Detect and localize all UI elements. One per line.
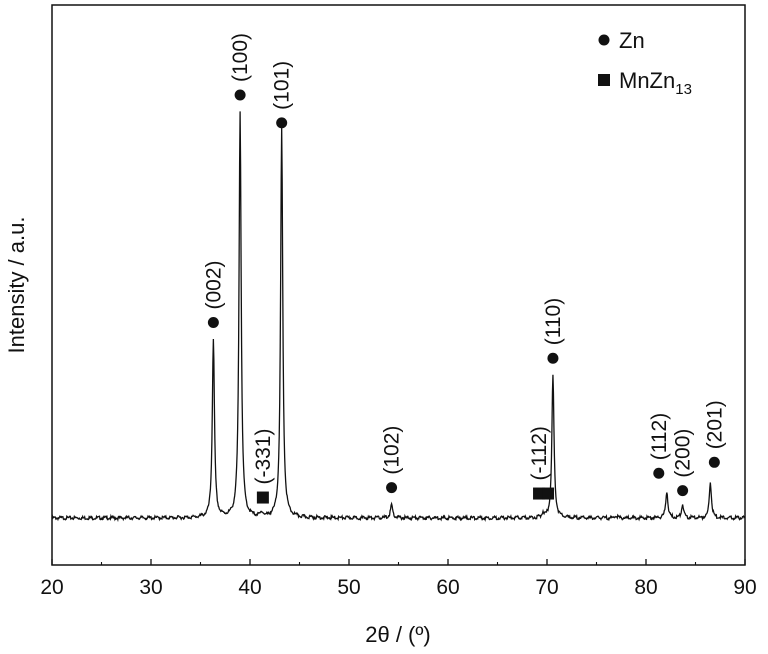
peak-hkl-label: (201): [703, 400, 726, 449]
x-tick-label: 50: [337, 576, 360, 599]
mnzn13-peak-marker: [256, 491, 269, 504]
peak-hkl-label: (200): [672, 429, 695, 478]
legend-zn-marker: [598, 34, 610, 46]
zn-peak-marker: [708, 456, 720, 468]
x-tick-label: 60: [436, 576, 459, 599]
legend-mnzn-marker: [598, 74, 610, 86]
zn-peak-marker: [677, 485, 689, 497]
x-tick-label: 90: [733, 576, 756, 599]
x-tick-label: 30: [139, 576, 162, 599]
x-tick-label: 40: [238, 576, 261, 599]
peak-hkl-label: (002): [202, 261, 225, 310]
legend-zn-label: Zn: [619, 28, 645, 53]
x-axis-title: 2θ / (º): [365, 622, 431, 647]
peak-hkl-label: (112): [648, 413, 671, 460]
x-tick-label: 80: [634, 576, 657, 599]
zn-peak-marker: [653, 467, 665, 479]
peak-hkl-label: (-331): [252, 429, 275, 485]
xrd-pattern-line: [51, 111, 746, 523]
peak-hkl-label: (100): [229, 33, 252, 82]
peak-labels: (002) (100) (-331) (101) (102) (-112) (110) (11…: [202, 33, 726, 485]
zn-peak-marker: [207, 317, 219, 329]
zn-peak-marker: [547, 352, 559, 364]
x-tick-label: 20: [40, 576, 63, 599]
legend-mnzn-subscript: 13: [675, 81, 692, 98]
peak-hkl-label: (-112): [528, 426, 551, 480]
zn-peak-marker: [386, 482, 398, 494]
x-axis-ticks: 20 30 40 50 60 70 80 90: [40, 559, 757, 599]
legend-mnzn-label: MnZn13: [619, 68, 692, 98]
mnzn13-peak-marker: [542, 487, 555, 500]
legend: Zn MnZn13: [598, 28, 692, 98]
peak-hkl-label: (101): [271, 61, 294, 110]
legend-mnzn-base: MnZn: [619, 68, 675, 93]
peak-markers: [207, 89, 720, 504]
pattern-trace: [51, 111, 746, 523]
peak-hkl-label: (102): [381, 426, 404, 475]
zn-peak-marker: [276, 117, 288, 129]
x-tick-label: 70: [535, 576, 558, 599]
peak-hkl-label: (110): [542, 298, 565, 345]
y-axis-title: Intensity / a.u.: [4, 217, 29, 354]
zn-peak-marker: [234, 89, 246, 101]
